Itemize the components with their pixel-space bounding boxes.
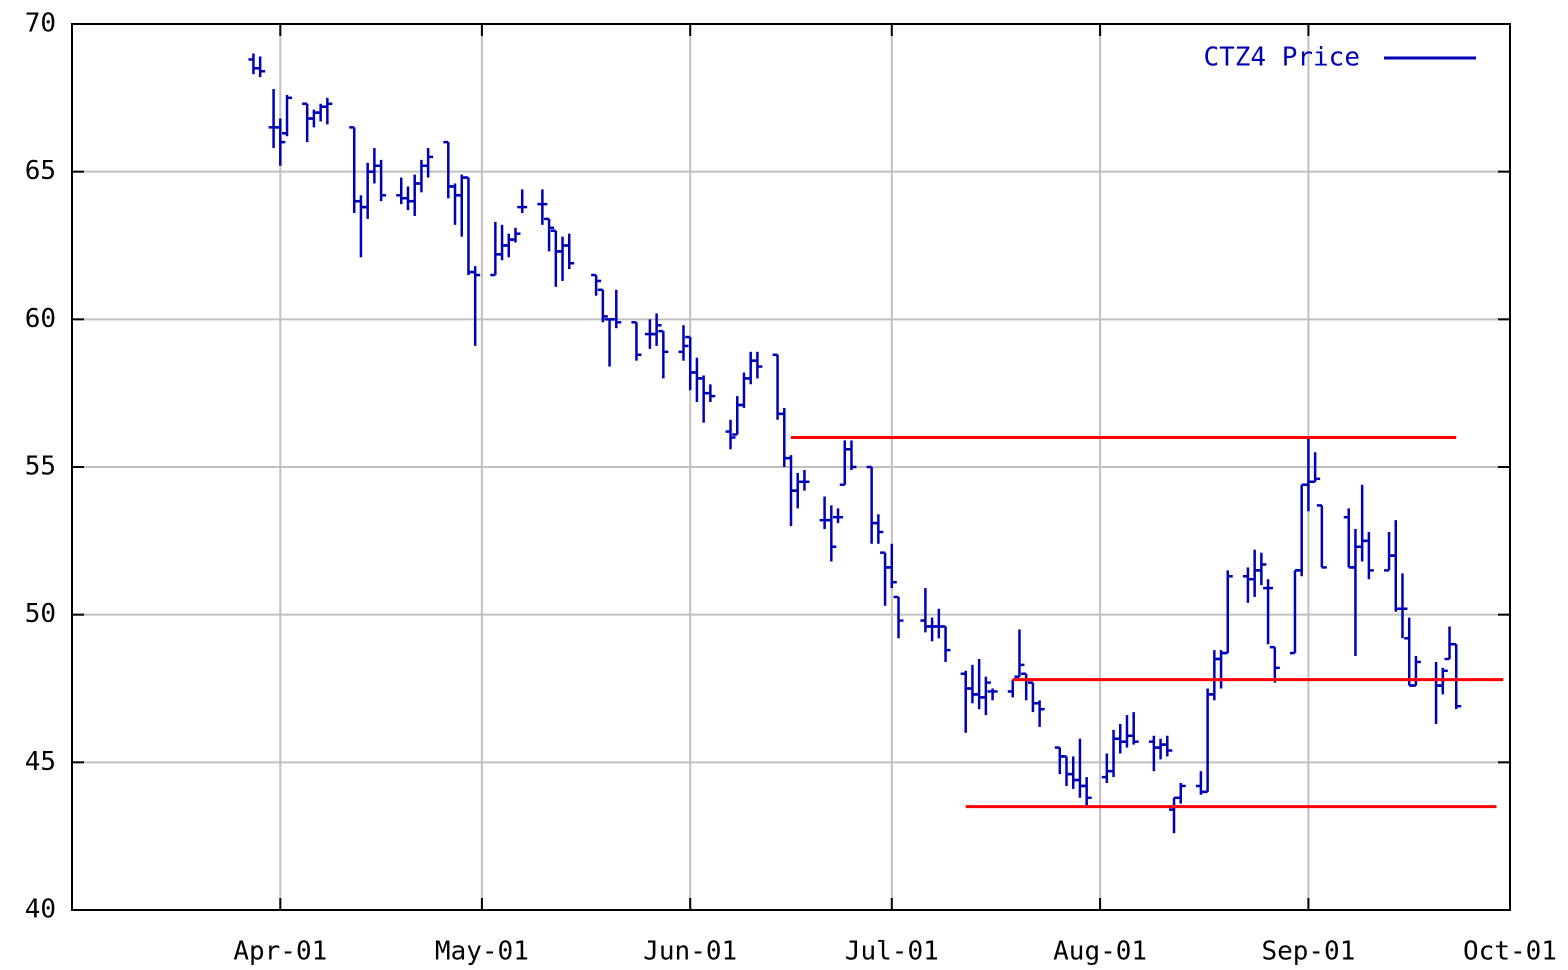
- y-tick-label: 40: [25, 895, 56, 925]
- legend-label: CTZ4 Price: [1203, 43, 1360, 73]
- x-tick-label: Jul-01: [845, 937, 939, 967]
- plot-border: [71, 23, 1511, 911]
- y-tick-label: 55: [25, 452, 56, 482]
- x-tick-label: Jun-01: [643, 937, 737, 967]
- y-tick-label: 65: [25, 156, 56, 186]
- y-tick-label: 50: [25, 599, 56, 629]
- y-tick-label: 45: [25, 747, 56, 777]
- x-tick-label: Oct-01: [1463, 937, 1557, 967]
- y-tick-label: 60: [25, 304, 56, 334]
- x-tick-label: Sep-01: [1261, 937, 1355, 967]
- x-tick-label: May-01: [435, 937, 529, 967]
- x-tick-label: Aug-01: [1053, 937, 1147, 967]
- x-tick-label: Apr-01: [233, 937, 327, 967]
- y-tick-label: 70: [25, 9, 56, 39]
